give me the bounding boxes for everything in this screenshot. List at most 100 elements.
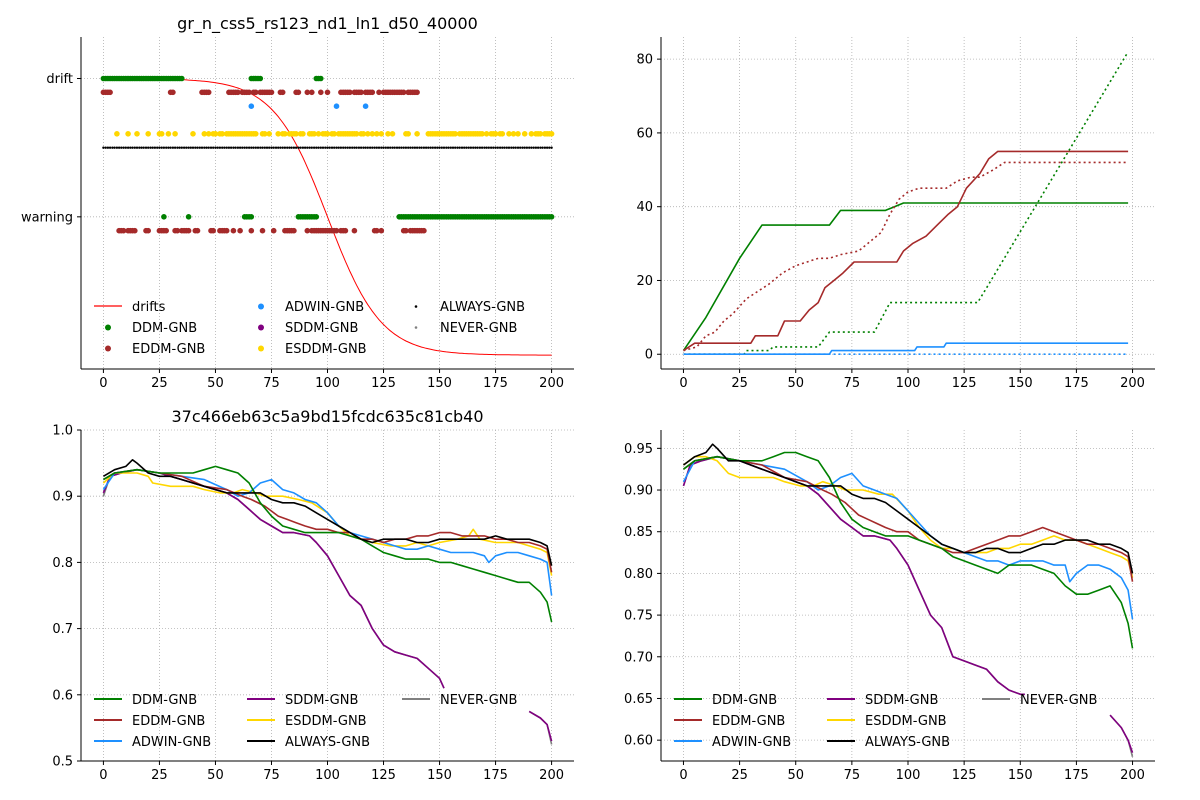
data-point: [304, 227, 311, 234]
data-point: [395, 146, 399, 149]
data-point: [550, 146, 553, 149]
data-point: [279, 146, 282, 149]
data-point: [301, 146, 305, 149]
data-point: [360, 131, 367, 137]
data-point: [476, 146, 479, 149]
data-point: [200, 146, 204, 149]
data-point: [230, 227, 237, 234]
x-tick-label: 125: [371, 376, 396, 391]
data-point: [252, 146, 255, 149]
data-point: [221, 146, 224, 149]
legend-item-never-gnb: NEVER-GNB: [414, 321, 517, 336]
data-point: [317, 146, 320, 149]
data-point: [536, 146, 540, 149]
data-point: [205, 89, 212, 96]
y-tick-label: 0: [645, 348, 653, 363]
data-point: [463, 146, 466, 149]
data-point: [386, 146, 390, 149]
data-point: [162, 146, 166, 149]
data-point: [205, 131, 212, 137]
data-point: [250, 146, 253, 149]
legend-item-sddm-gnb: SDDM-GNB: [827, 693, 938, 708]
data-point: [241, 146, 244, 149]
legend-item-ddm-gnb: DDM-GNB: [94, 693, 197, 708]
data-point: [472, 146, 475, 149]
data-point: [348, 146, 352, 149]
data-point: [400, 146, 403, 149]
data-point: [414, 89, 420, 96]
data-point: [362, 103, 369, 109]
data-point: [539, 146, 542, 149]
data-point: [194, 227, 201, 234]
data-point: [483, 146, 486, 149]
legend-item-adwin-gnb: ADWIN-GNB: [94, 735, 211, 750]
data-point: [299, 146, 302, 149]
data-point: [294, 146, 298, 149]
legend-swatch: [258, 303, 264, 310]
data-point: [219, 131, 225, 137]
data-point: [308, 146, 311, 149]
data-point: [514, 146, 517, 149]
x-tick-label: 100: [896, 768, 921, 783]
legend-item-always-gnb: ALWAYS-GNB: [827, 735, 950, 750]
legend-label: SDDM-GNB: [865, 693, 938, 708]
data-point: [187, 146, 190, 149]
legend-label: ALWAYS-GNB: [285, 735, 370, 750]
data-point: [378, 131, 385, 137]
data-point: [365, 131, 371, 137]
legend-swatch: [414, 326, 418, 329]
data-point: [132, 227, 138, 234]
data-point: [311, 131, 317, 137]
data-point: [203, 146, 206, 149]
data-point: [300, 131, 306, 137]
y-tick-label: 0.5: [52, 755, 73, 770]
x-tick-label: 25: [151, 768, 168, 783]
legend-item-ddm-gnb: DDM-GNB: [105, 321, 197, 336]
y-tick-label: 1.0: [52, 424, 73, 439]
data-point: [389, 146, 392, 149]
data-point: [212, 146, 215, 149]
data-point: [326, 146, 329, 149]
legend-item-ddm-gnb: DDM-GNB: [674, 693, 777, 708]
data-point: [362, 146, 365, 149]
data-point: [102, 146, 105, 149]
data-point: [176, 146, 179, 149]
data-point: [377, 146, 381, 149]
y-tick-label: 80: [636, 53, 653, 68]
data-point: [414, 131, 420, 137]
data-point: [433, 146, 437, 149]
data-point: [235, 89, 241, 96]
data-point: [107, 89, 113, 96]
series-adwin-gnb: [248, 103, 369, 109]
series-line-always-gnb: [683, 443, 1134, 574]
data-point: [506, 131, 512, 137]
data-point: [530, 146, 533, 149]
data-point: [135, 146, 139, 149]
x-tick-label: 125: [371, 768, 396, 783]
data-point: [124, 146, 128, 149]
data-point: [525, 146, 529, 149]
data-point: [505, 146, 508, 149]
data-point: [191, 146, 195, 149]
data-point: [422, 146, 426, 149]
data-point: [253, 131, 259, 137]
data-point: [158, 146, 161, 149]
data-point: [236, 146, 240, 149]
data-point: [279, 89, 286, 96]
data-point: [257, 75, 264, 82]
legend-label: SDDM-GNB: [285, 321, 358, 336]
data-point: [385, 131, 391, 137]
x-tick-label: 150: [1008, 768, 1033, 783]
data-point: [106, 146, 110, 149]
legend: DDM-GNB EDDM-GNB ADWIN-GNB SDDM-GNB ESDDM-GN…: [94, 693, 517, 750]
chart-title: gr_n_css5_rs123_nd1_ln1_d50_40000: [177, 14, 478, 34]
data-point: [436, 146, 439, 149]
data-point: [283, 146, 287, 149]
data-point: [174, 227, 181, 234]
data-point: [479, 131, 485, 137]
data-point: [409, 146, 412, 149]
x-tick-label: 25: [731, 376, 748, 391]
series-line-ddm-gnb: [683, 451, 1134, 649]
data-point: [160, 146, 163, 149]
data-point: [104, 146, 107, 149]
